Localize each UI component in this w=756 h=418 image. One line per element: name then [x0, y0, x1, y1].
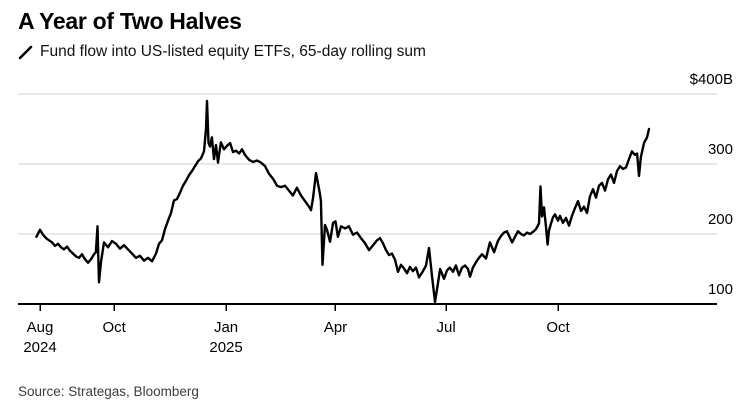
- x-tick-label: Oct: [546, 319, 570, 336]
- chart-legend-label: Fund flow into US-listed equity ETFs, 65…: [40, 43, 426, 60]
- x-tick-label: Oct: [103, 319, 127, 336]
- y-tick-label: 200: [708, 211, 733, 228]
- x-tick-label: Jan: [214, 319, 238, 336]
- x-tick-year-label: 2024: [23, 339, 56, 356]
- source-note: Source: Strategas, Bloomberg: [18, 384, 199, 399]
- x-tick-year-label: 2025: [209, 339, 242, 356]
- fund-flow-line-series: [35, 99, 651, 304]
- line-series-key-icon: [18, 45, 33, 59]
- chart-legend: Fund flow into US-listed equity ETFs, 65…: [18, 43, 426, 61]
- chart-title: A Year of Two Halves: [18, 8, 242, 34]
- x-tick-label: Apr: [324, 319, 347, 336]
- x-tick-label: Aug: [27, 319, 54, 336]
- x-tick-label: Jul: [437, 319, 456, 336]
- y-tick-label: $400B: [690, 71, 733, 88]
- y-tick-label: 100: [708, 281, 733, 298]
- y-tick-label: 300: [708, 141, 733, 158]
